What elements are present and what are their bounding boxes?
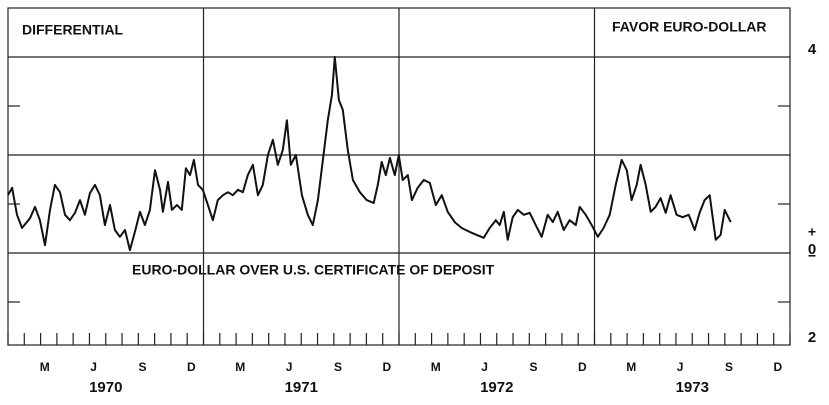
x-tick-label: J [90, 360, 97, 374]
zero-sign: − [808, 248, 816, 264]
x-tick-label: D [774, 360, 783, 374]
x-tick-label: J [481, 360, 488, 374]
x-tick-label: D [578, 360, 587, 374]
zero-sign: + [808, 224, 816, 240]
x-tick-label: M [40, 360, 50, 374]
annotation: EURO-DOLLAR OVER U.S. CERTIFICATE OF DEP… [132, 262, 495, 278]
x-tick-label: S [529, 360, 537, 374]
x-tick-label: M [235, 360, 245, 374]
year-label: 1970 [89, 379, 122, 396]
x-tick-label: D [187, 360, 196, 374]
x-tick-label: D [383, 360, 392, 374]
x-tick-label: S [725, 360, 733, 374]
x-tick-label: J [677, 360, 684, 374]
chart-title: DIFFERENTIAL [22, 22, 124, 38]
data-line [7, 56, 732, 252]
x-tick-label: S [138, 360, 146, 374]
x-tick-label: M [626, 360, 636, 374]
annotation: FAVOR EURO-DOLLAR [612, 19, 767, 35]
x-tick-label: J [286, 360, 293, 374]
y-tick-label: 4 [808, 41, 817, 58]
year-label: 1973 [676, 379, 709, 396]
y-tick-label: 0 [808, 241, 816, 258]
x-tick-label: M [431, 360, 441, 374]
y-tick-label: 2 [808, 329, 816, 346]
x-tick-label: S [334, 360, 342, 374]
year-label: 1972 [480, 379, 513, 396]
year-label: 1971 [285, 379, 318, 396]
